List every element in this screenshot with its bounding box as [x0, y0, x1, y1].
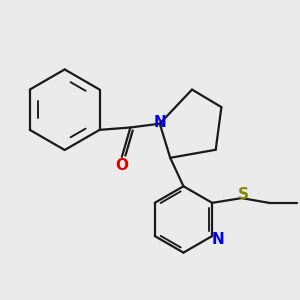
- Text: N: N: [154, 115, 167, 130]
- Text: N: N: [212, 232, 224, 247]
- Text: S: S: [238, 187, 249, 202]
- Text: O: O: [116, 158, 128, 173]
